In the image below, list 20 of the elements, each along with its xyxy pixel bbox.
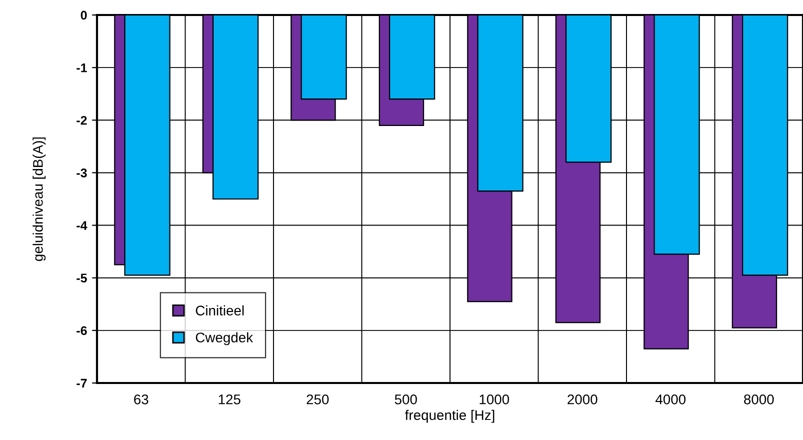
y-tick-label: -1	[76, 64, 87, 72]
y-tick-label: -5	[76, 274, 87, 283]
y-tick-label: -6	[76, 326, 87, 336]
x-tick-label: 8000	[744, 394, 774, 404]
y-tick-label: 0	[80, 10, 87, 20]
x-tick-label: 2000	[568, 394, 598, 404]
x-tick-label: 500	[394, 394, 417, 404]
x-tick-label: 4000	[655, 394, 686, 404]
x-axis-title: frequentie [Hz]	[405, 410, 494, 423]
y-tick-label: -2	[76, 116, 87, 125]
x-tick-label: 1000	[480, 394, 510, 404]
legend-label: Cinitieel	[196, 305, 244, 316]
legend-label: Cwegdek	[196, 332, 254, 346]
y-axis-title: geluidniveau [dB(A)]	[32, 137, 46, 261]
y-tick-label: -3	[76, 168, 87, 178]
x-tick-label: 63	[134, 394, 148, 404]
y-tick-label: -7	[76, 378, 87, 388]
x-tick-label: 125	[218, 394, 240, 404]
x-tick-label: 250	[306, 394, 329, 404]
y-tick-label: -4	[76, 221, 88, 230]
